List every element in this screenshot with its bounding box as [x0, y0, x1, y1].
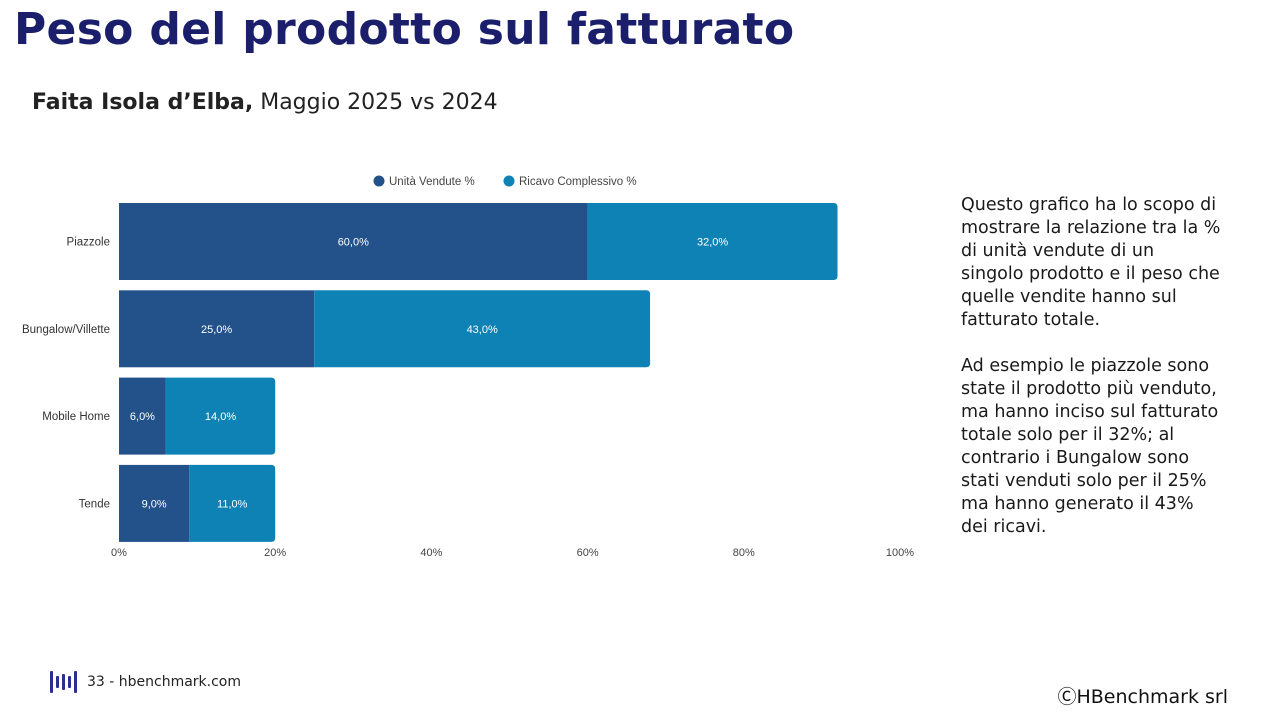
chart-bars: 60,0% 32,0% 25,0% 43,0% 6,0% 14,0% 9,0% 11,0% [119, 203, 838, 542]
page-subtitle: Faita Isola d’Elba, Maggio 2025 vs 2024 [32, 90, 498, 115]
data-label-1-4: 9,0% [142, 498, 167, 510]
bar-2-2 [314, 290, 651, 368]
x-tick-label-3: 40% [420, 547, 442, 559]
page-title: Peso del prodotto sul fatturato [14, 4, 795, 55]
copyright-text: ⒸHBenchmark srl [1057, 686, 1228, 708]
legend-label-2: Ricavo Complessivo % [519, 176, 637, 188]
data-label-2-3: 14,0% [205, 411, 236, 423]
category-label-3: Mobile Home [42, 411, 110, 423]
hbenchmark-logo-icon [50, 670, 77, 694]
category-label-2: Bungalow/Villette [22, 324, 110, 336]
category-labels: Piazzole Bungalow/Villette Mobile Home Tend… [22, 237, 110, 511]
bar-1-1 [119, 203, 588, 280]
bar-1-4 [119, 464, 190, 542]
legend-label-1: Unità Vendute % [389, 176, 475, 188]
footer-page-number: 33 - hbenchmark.com [87, 674, 242, 690]
data-label-2-4: 11,0% [217, 498, 248, 510]
data-label-2-1: 32,0% [697, 237, 728, 249]
data-label-1-2: 25,0% [201, 324, 232, 336]
data-label-1-3: 6,0% [130, 411, 155, 423]
bar-1-3 [119, 377, 166, 455]
x-tick-label-4: 60% [577, 547, 599, 559]
data-label-2-2: 43,0% [467, 324, 498, 336]
x-tick-label-5: 80% [733, 547, 755, 559]
x-tick-label-2: 20% [264, 547, 286, 559]
data-label-1-1: 60,0% [338, 237, 369, 249]
stacked-bar-chart: Unità Vendute % Ricavo Complessivo % 60,0… [22, 175, 914, 559]
subtitle-period: Maggio 2025 vs 2024 [253, 90, 498, 115]
bar-2-3 [165, 377, 276, 455]
x-tick-label-1: 0% [111, 547, 127, 559]
bar-2-1 [587, 203, 838, 280]
footer-page-info: 33 - hbenchmark.com [50, 670, 241, 694]
legend-marker-2 [503, 175, 515, 187]
category-label-1: Piazzole [67, 237, 110, 249]
x-axis-ticks: 0% 20% 40% 60% 80% 100% [111, 547, 914, 559]
legend-marker-1 [373, 175, 385, 187]
subtitle-location: Faita Isola d’Elba, [32, 90, 254, 115]
x-tick-label-6: 100% [886, 547, 914, 559]
description-paragraph-1: Questo grafico ha lo scopo di mostrare l… [961, 195, 1221, 330]
category-label-4: Tende [79, 498, 110, 510]
bar-1-2 [119, 290, 315, 368]
bar-2-4 [189, 464, 276, 542]
chart-description: Questo grafico ha lo scopo di mostrare l… [961, 194, 1221, 562]
description-paragraph-2: Ad esempio le piazzole sono state il pro… [961, 356, 1219, 537]
chart-legend: Unità Vendute % Ricavo Complessivo % [373, 175, 637, 188]
